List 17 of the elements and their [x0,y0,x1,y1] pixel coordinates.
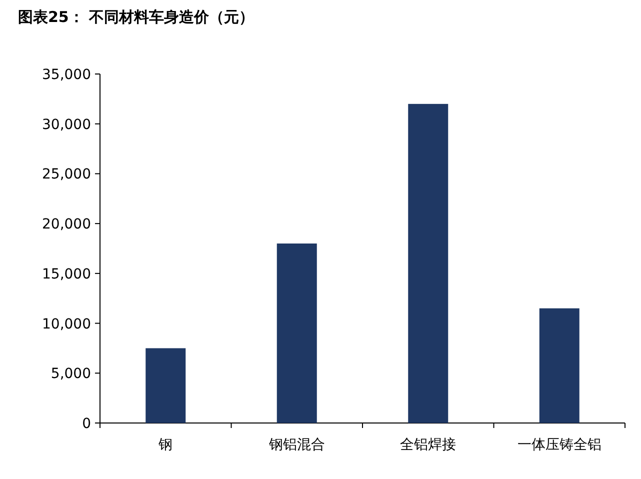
x-tick-label: 钢铝混合 [268,437,325,453]
bar [408,104,448,423]
x-tick-label: 一体压铸全铝 [517,437,602,453]
y-tick-label: 30,000 [42,116,91,133]
y-tick-label: 15,000 [42,266,91,282]
y-tick-label: 35,000 [42,67,91,83]
x-tick-label: 全铝焊接 [400,437,456,453]
bar [146,348,186,423]
chart-title: 图表25： 不同材料车身造价（元） [18,8,254,26]
x-tick-label: 钢 [158,437,173,453]
y-tick-label: 20,000 [42,216,91,233]
y-tick-label: 0 [82,416,91,432]
y-tick-label: 5,000 [50,366,91,382]
y-tick-label: 10,000 [42,316,91,332]
bar [276,244,317,423]
y-tick-label: 25,000 [42,166,91,183]
bar [539,308,580,423]
